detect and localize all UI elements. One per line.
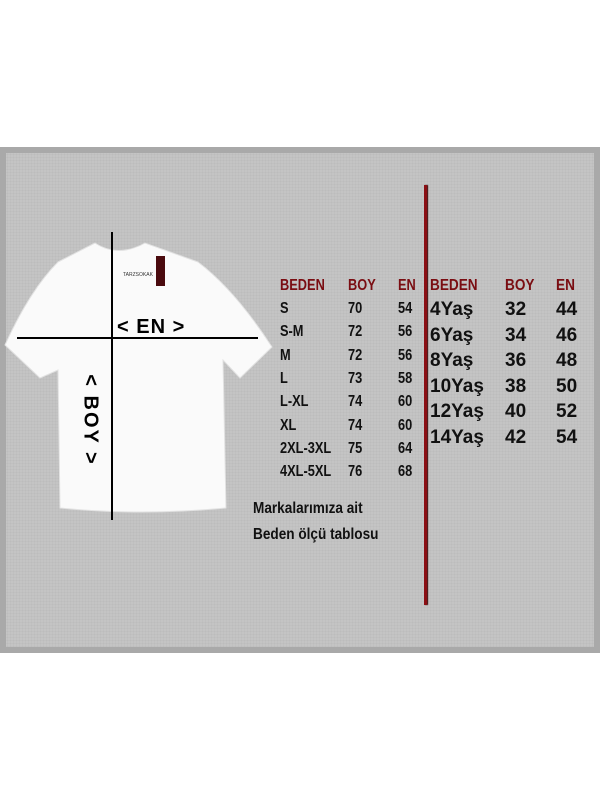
kids-header-size: BEDEN [430,277,478,294]
size-chart-panel [0,147,600,653]
length-label: < BOY > [79,374,102,466]
kids-cell-width: 48 [556,350,578,371]
brand-tag-text: TARZSOKAK [123,272,153,278]
kids-cell-size: 12Yaş [430,401,484,422]
kids-header-length: BOY [505,277,535,294]
adult-cell-length: 72 [348,323,363,341]
kids-cell-length: 36 [505,350,527,371]
kids-cell-width: 46 [556,324,578,346]
adult-cell-length: 74 [348,393,363,411]
kids-cell-size: 4Yaş [430,299,474,320]
hang-tag [156,256,165,286]
kids-cell-length: 40 [505,401,527,422]
adult-header-size: BEDEN [280,277,325,294]
kids-cell-width: 44 [556,299,578,320]
adult-cell-size: S-M [280,323,304,341]
adult-cell-length: 74 [348,416,363,434]
kids-cell-size: 6Yaş [430,324,474,346]
adult-cell-size: L [280,369,288,387]
adult-cell-length: 73 [348,369,363,387]
adult-cell-length: 76 [348,463,363,481]
adult-cell-width: 64 [398,439,413,457]
adult-cell-size: 4XL-5XL [280,463,332,481]
width-label: < EN > [117,316,186,338]
tshirt-illustration [4,232,273,520]
kids-cell-length: 38 [505,375,527,397]
adult-cell-size: M [280,346,291,364]
adult-cell-size: XL [280,416,297,434]
adult-cell-width: 58 [398,369,413,387]
adult-cell-length: 75 [348,439,363,457]
adult-header-length: BOY [348,277,376,294]
kids-cell-size: 8Yaş [430,350,474,371]
note-line-1: Markalarımıza ait [253,500,363,517]
kids-cell-size: 10Yaş [430,375,484,397]
table-divider [424,185,427,605]
kids-cell-width: 54 [556,426,578,448]
adult-cell-size: S [280,300,289,317]
adult-cell-size: L-XL [280,393,309,411]
kids-cell-length: 32 [505,299,527,320]
kids-cell-width: 50 [556,375,578,397]
kids-cell-length: 42 [505,426,527,448]
kids-cell-length: 34 [505,324,527,346]
adult-header-width: EN [398,277,416,294]
kids-header-width: EN [556,277,575,294]
adult-cell-width: 56 [398,323,413,341]
adult-cell-width: 60 [398,416,413,434]
adult-cell-width: 56 [398,346,413,364]
kids-cell-size: 14Yaş [430,426,484,448]
kids-cell-width: 52 [556,401,578,422]
adult-cell-width: 68 [398,463,413,481]
adult-cell-length: 70 [348,300,363,317]
adult-cell-width: 54 [398,300,413,317]
note-line-2: Beden ölçü tablosu [253,526,379,543]
adult-cell-width: 60 [398,393,413,411]
adult-cell-size: 2XL-3XL [280,439,332,457]
adult-cell-length: 72 [348,346,363,364]
